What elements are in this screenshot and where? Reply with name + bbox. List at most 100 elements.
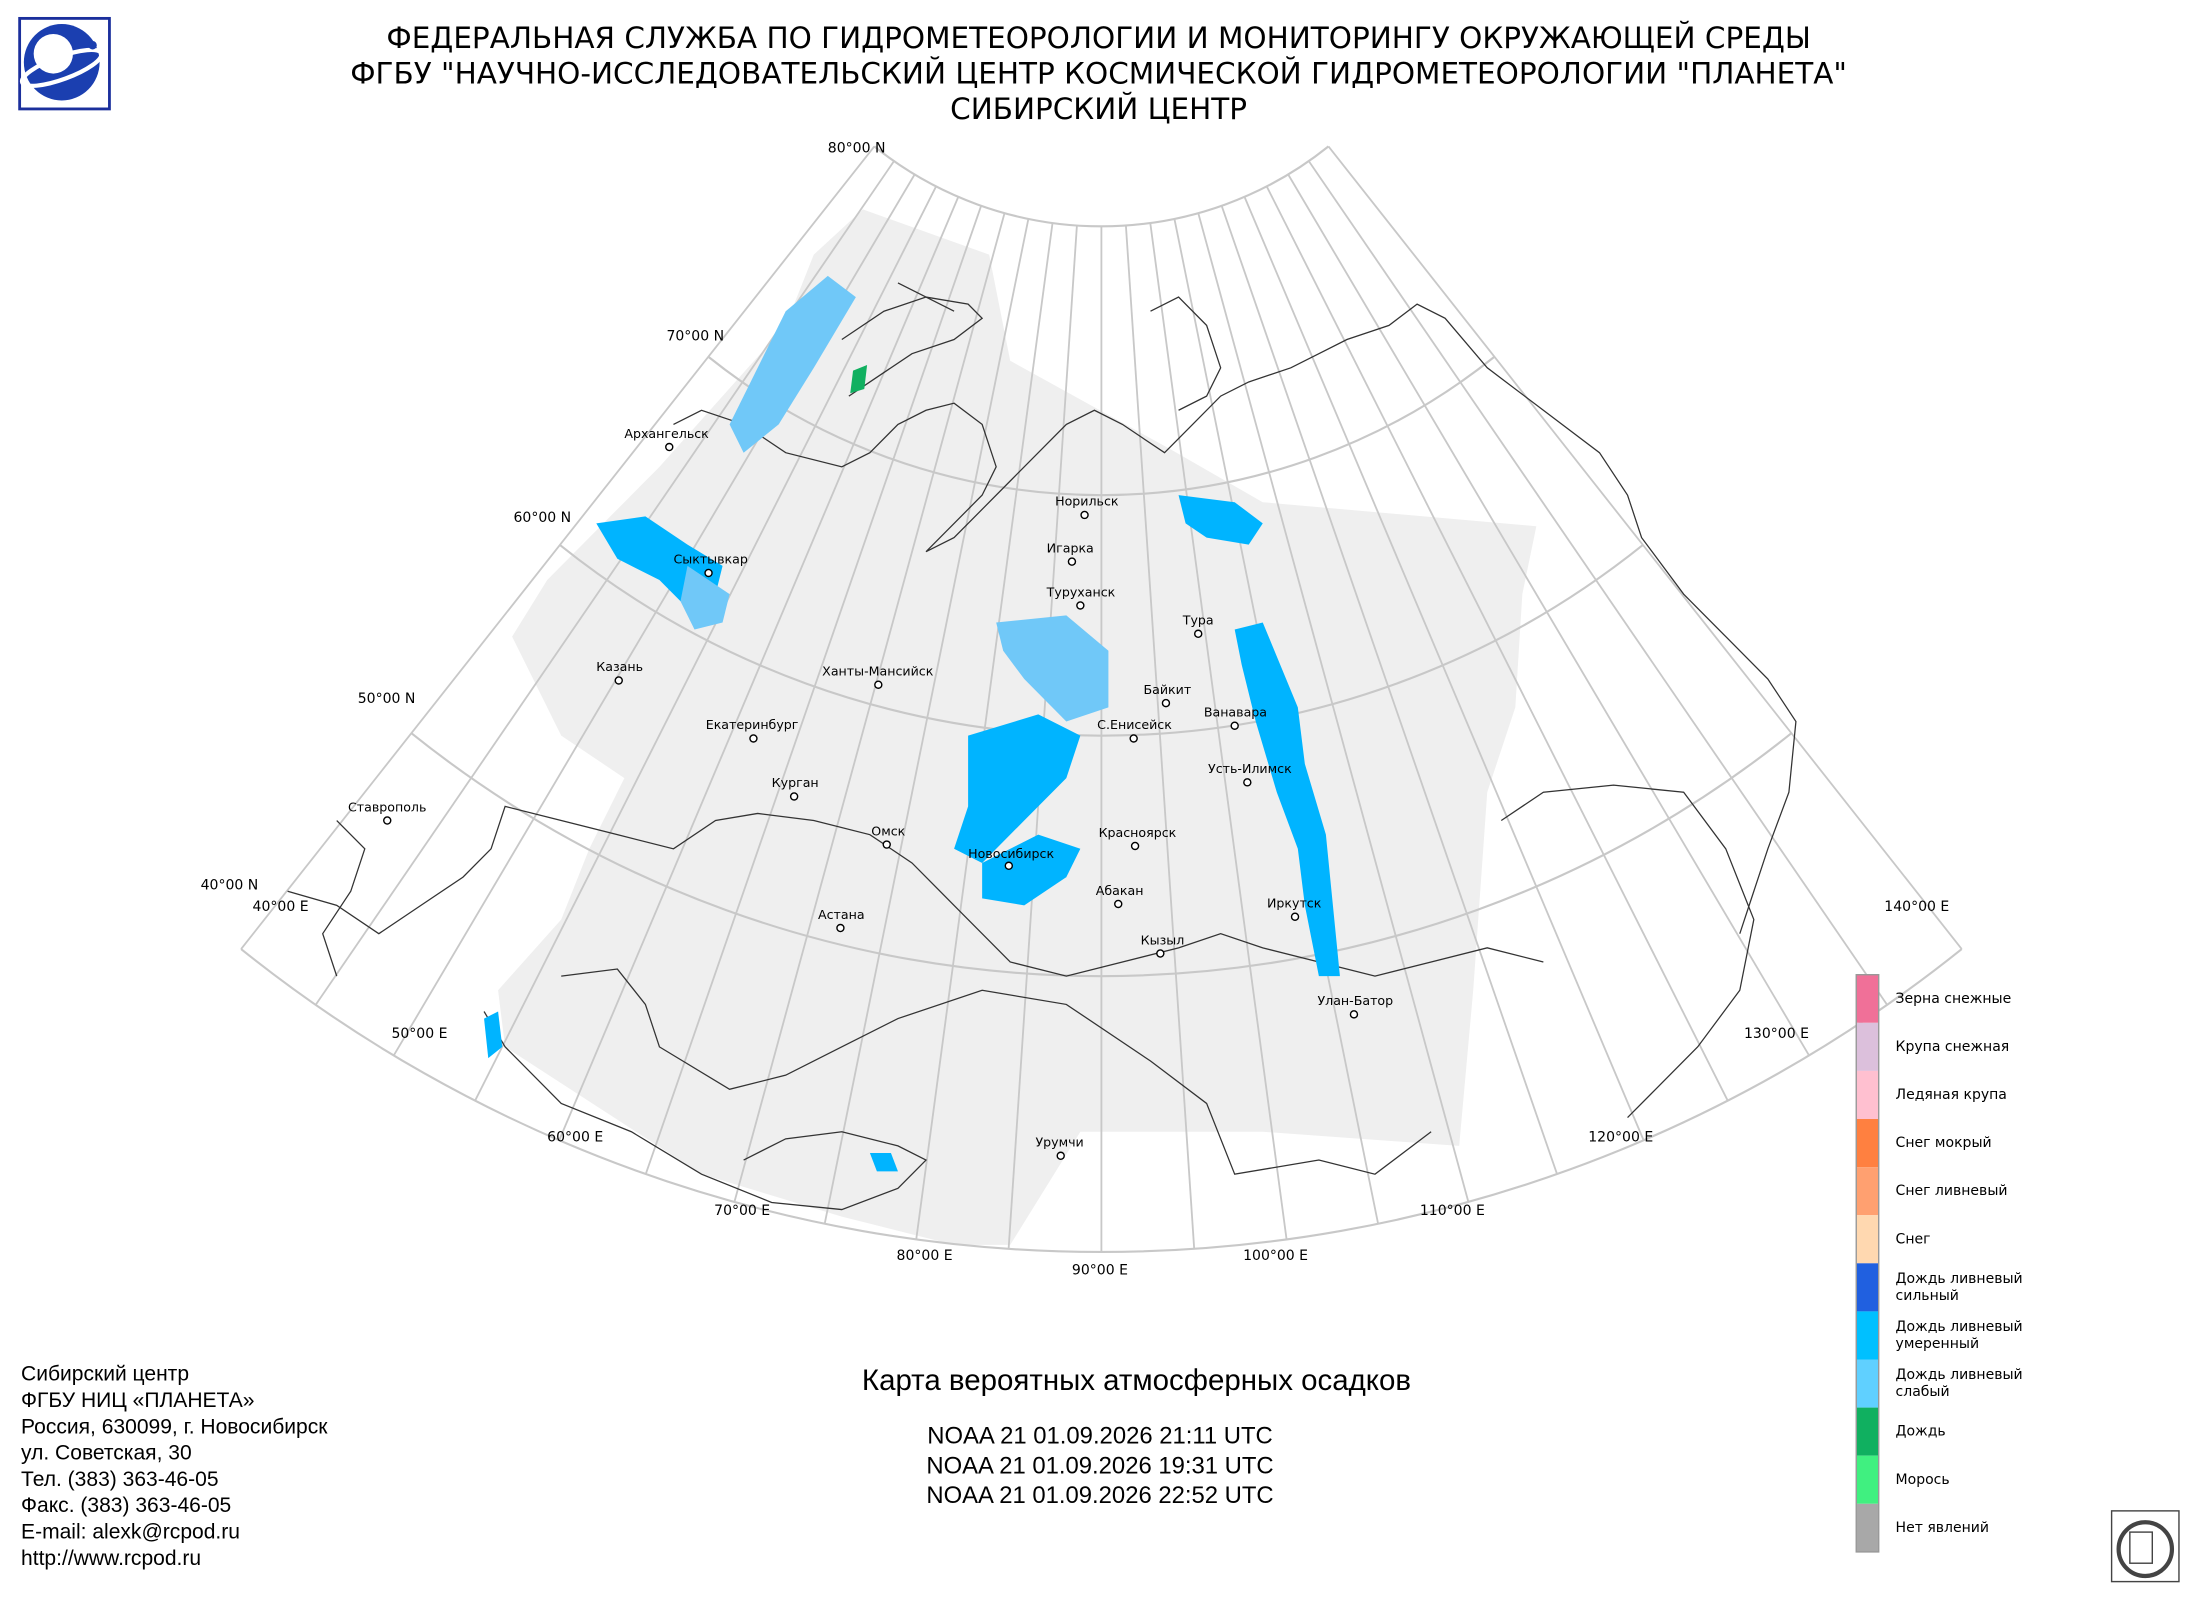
city-marker	[1156, 949, 1165, 958]
legend-label: Дождь ливневый	[1896, 1367, 2023, 1383]
contact-line: ул. Советская, 30	[21, 1442, 192, 1465]
contact-line: Тел. (383) 363-46-05	[21, 1468, 219, 1491]
contact-line: Факс. (383) 363-46-05	[21, 1494, 231, 1517]
city-label: Иркутск	[1267, 895, 1322, 910]
coastlines	[287, 282, 1797, 1211]
meridian	[1149, 222, 1288, 1240]
city-marker	[1349, 1010, 1359, 1019]
legend-label: Снег мокрый	[1896, 1135, 1992, 1151]
city-marker	[874, 680, 883, 689]
city-marker	[1076, 601, 1085, 610]
lat-label: 70°00 N	[666, 329, 724, 345]
legend-label: Снег ливневый	[1896, 1183, 2008, 1199]
contact-line: ФГБУ НИЦ «ПЛАНЕТА»	[21, 1389, 254, 1412]
legend-swatch	[1856, 1407, 1879, 1456]
meridian	[240, 145, 876, 950]
city-marker	[1130, 841, 1140, 851]
legend-label: Дождь	[1896, 1424, 1946, 1440]
lat-label: 60°00 N	[514, 510, 572, 526]
city-marker	[665, 442, 674, 452]
city-label: Новосибирск	[968, 846, 1054, 861]
city-label: Игарка	[1047, 540, 1094, 555]
city-marker	[1161, 698, 1171, 708]
pass-line: NOAA 21 01.09.2026 22:52 UTC	[926, 1482, 1273, 1509]
city-marker	[1056, 1151, 1065, 1161]
city-label: Улан-Батор	[1317, 993, 1393, 1008]
legend-label: Зерна снежные	[1896, 991, 2012, 1007]
meridian	[733, 212, 1006, 1203]
lon-label: 120°00 E	[1588, 1129, 1653, 1145]
legend-label: умеренный	[1896, 1336, 1980, 1352]
city-label: Архангельск	[624, 426, 709, 441]
legend-swatch	[1856, 1119, 1879, 1168]
meridian	[644, 205, 982, 1175]
meridian	[823, 218, 1030, 1224]
meridian	[474, 185, 937, 1102]
city-marker	[1114, 899, 1123, 909]
city-marker	[1004, 861, 1014, 871]
city-label: Кызыл	[1141, 932, 1185, 947]
city-label: Курган	[772, 775, 819, 790]
pass-line: NOAA 21 01.09.2026 21:11 UTC	[927, 1423, 1272, 1450]
city-label: Екатеринбург	[706, 717, 799, 732]
city-marker	[882, 840, 891, 849]
cities: Архангельск Сыктывкар Казань Екатеринбург Ку…	[348, 426, 1393, 1161]
city-label: С.Енисейск	[1097, 717, 1172, 732]
legend-swatch	[1856, 1263, 1879, 1312]
city-label: Байкит	[1143, 682, 1191, 697]
legend-swatch	[1856, 1167, 1879, 1216]
logo	[18, 16, 111, 111]
contact-line: Россия, 630099, г. Новосибирск	[21, 1415, 328, 1438]
legend-label: сильный	[1896, 1288, 1959, 1304]
legend-swatch	[1856, 1455, 1879, 1504]
city-marker	[836, 923, 845, 933]
lon-label: 110°00 E	[1420, 1203, 1485, 1219]
legend-swatch	[1856, 1022, 1879, 1071]
city-label: Астана	[818, 907, 865, 922]
city-marker	[749, 734, 758, 743]
map-title: Карта вероятных атмосферных осадков	[862, 1364, 1411, 1397]
iso-mark	[2110, 1510, 2180, 1583]
city-marker	[1230, 721, 1239, 730]
legend-swatch	[1856, 1503, 1879, 1552]
legend-label: Нет явлений	[1896, 1520, 1989, 1536]
legend-swatch	[1856, 1215, 1879, 1264]
meridian	[1327, 145, 1963, 950]
header-line: СИБИРСКИЙ ЦЕНТР	[950, 91, 1247, 126]
city-marker	[704, 568, 713, 578]
lon-label: 100°00 E	[1243, 1248, 1308, 1264]
city-label: Ханты-Мансийск	[822, 663, 933, 678]
city-marker	[1243, 778, 1252, 787]
legend-label: Снег	[1896, 1231, 1931, 1247]
lon-label: 130°00 E	[1744, 1026, 1809, 1042]
passes: NOAA 21 01.09.2026 21:11 UTC NOAA 21 01.0…	[926, 1423, 1273, 1510]
meridian	[1287, 174, 1810, 1056]
city-label: Омск	[871, 823, 905, 838]
lon-label: 40°00 E	[253, 899, 309, 915]
legend-swatch	[1856, 1070, 1879, 1120]
legend-label: Крупа снежная	[1896, 1039, 2010, 1055]
city-marker	[614, 676, 623, 685]
lat-label: 80°00 N	[828, 141, 886, 157]
city-label: Сыктывкар	[673, 552, 747, 567]
meridian	[1265, 185, 1729, 1102]
header-line: ФЕДЕРАЛЬНАЯ СЛУЖБА ПО ГИДРОМЕТЕОРОЛОГИИ …	[386, 20, 1811, 55]
precipitation	[484, 275, 1340, 1172]
city-label: Абакан	[1096, 883, 1144, 898]
lon-label: 70°00 E	[714, 1203, 770, 1219]
lat-label: 40°00 N	[201, 878, 259, 894]
city-marker	[1067, 557, 1077, 566]
lat-labels: 80°00 N 70°00 N 60°00 N 50°00 N 40°00 N	[201, 141, 886, 894]
city-label: Казань	[596, 659, 643, 674]
city-label: Красноярск	[1099, 825, 1177, 840]
parallel	[873, 145, 1330, 228]
city-label: Норильск	[1055, 494, 1119, 509]
city-label: Урумчи	[1035, 1135, 1083, 1150]
contact: Сибирский центр ФГБУ НИЦ «ПЛАНЕТА» Россия,…	[21, 1363, 328, 1570]
contact-line: Сибирский центр	[21, 1363, 189, 1386]
lon-label: 80°00 E	[897, 1248, 953, 1264]
lon-label: 140°00 E	[1884, 899, 1949, 915]
city-marker	[1290, 912, 1300, 921]
city-marker	[789, 792, 799, 801]
